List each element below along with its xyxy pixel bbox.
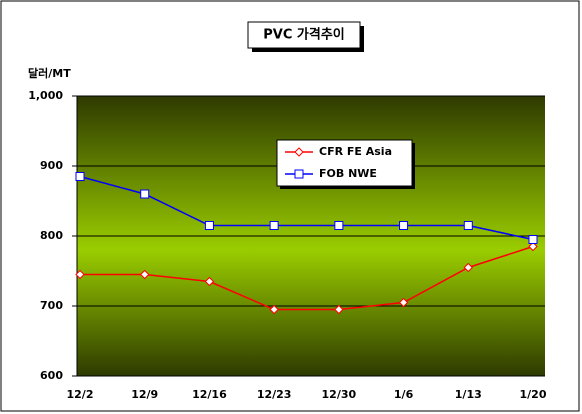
x-tick-label: 12/30 [322, 388, 357, 401]
point-marker [75, 269, 85, 280]
legend-marker [294, 169, 304, 179]
point-marker [399, 221, 409, 230]
point-marker [140, 189, 150, 199]
legend-label: FOB NWE [319, 167, 377, 180]
point-marker [528, 241, 538, 252]
y-tick-label: 700 [40, 299, 63, 312]
title-box [247, 21, 361, 49]
series-line [79, 175, 534, 241]
point-marker [140, 269, 150, 280]
point-marker [463, 262, 473, 273]
y-tick-label: 1,000 [28, 89, 63, 102]
point-marker [269, 304, 279, 315]
y-axis-label: 달러/MT [28, 66, 71, 80]
x-tick-label: 12/16 [192, 388, 227, 401]
y-tick-label: 800 [40, 229, 63, 242]
point-marker [204, 276, 215, 287]
chart-title: PVC 가격추이 [263, 27, 345, 43]
y-tick-label: 600 [40, 369, 63, 382]
point-marker [334, 304, 344, 315]
point-marker [204, 221, 214, 230]
point-marker [269, 221, 279, 230]
point-marker [463, 221, 473, 230]
x-tick-label: 12/9 [131, 388, 158, 401]
x-tick-label: 12/23 [257, 388, 292, 401]
legend-label: CFR FE Asia [319, 145, 392, 158]
x-tick-label: 12/2 [67, 388, 94, 401]
x-tick-label: 1/20 [520, 388, 547, 401]
y-tick-label: 900 [40, 159, 63, 172]
point-marker [75, 172, 85, 181]
legend-marker [294, 147, 304, 157]
x-tick-label: 1/13 [455, 388, 482, 401]
point-marker [528, 235, 538, 244]
x-tick-label: 1/6 [394, 388, 414, 401]
point-marker [398, 297, 409, 308]
point-marker [334, 221, 344, 230]
series-line [80, 245, 534, 311]
